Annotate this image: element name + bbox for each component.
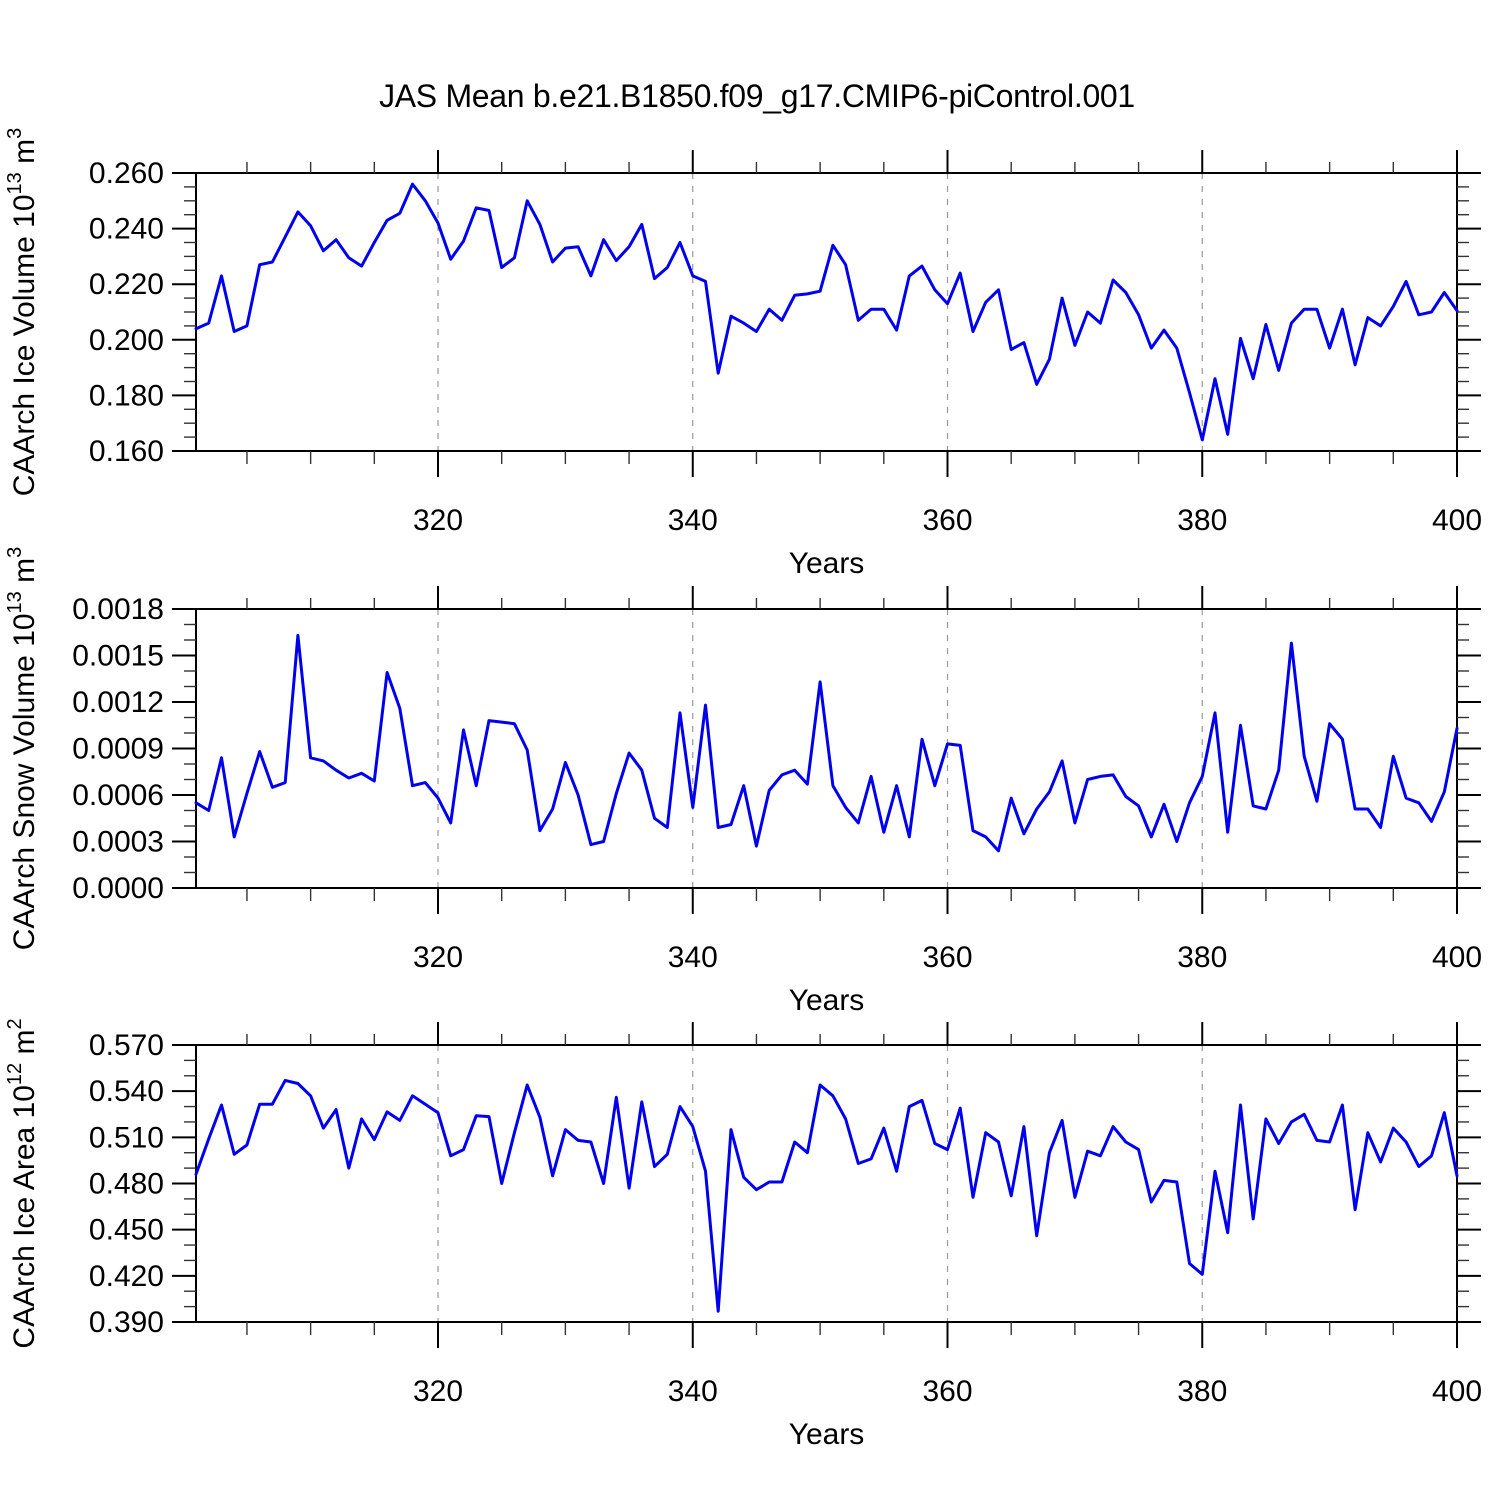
- svg-text:0.0000: 0.0000: [72, 872, 164, 905]
- svg-text:340: 340: [668, 941, 718, 974]
- svg-text:0.480: 0.480: [89, 1168, 164, 1201]
- ice-area-ylabel: CAArch Ice Area 1012 m2: [4, 1018, 41, 1348]
- x-axis: 320 340 360 380 400 Years: [246, 586, 1482, 1017]
- svg-text:0.0003: 0.0003: [72, 826, 164, 859]
- ice-area-line: [194, 1078, 1459, 1313]
- svg-text:0.420: 0.420: [89, 1260, 164, 1293]
- x-axis: 320 340 360 380 400 Years: [246, 1022, 1482, 1451]
- svg-text:340: 340: [668, 1375, 718, 1408]
- ice-volume-ylabel: CAArch Ice Volume 1013 m3: [4, 128, 41, 497]
- svg-text:0.570: 0.570: [89, 1029, 164, 1062]
- svg-text:380: 380: [1177, 504, 1227, 537]
- svg-text:360: 360: [922, 1375, 972, 1408]
- svg-text:360: 360: [922, 504, 972, 537]
- plot-frame: [195, 1044, 1458, 1323]
- chart-title: JAS Mean b.e21.B1850.f09_g17.CMIP6-piCon…: [379, 78, 1135, 114]
- y-axis: 0.160 0.180 0.200 0.220 0.240 0.260: [89, 157, 1481, 468]
- svg-text:0.510: 0.510: [89, 1121, 164, 1154]
- svg-text:0.260: 0.260: [89, 157, 164, 190]
- svg-text:0.180: 0.180: [89, 379, 164, 412]
- svg-text:0.160: 0.160: [89, 435, 164, 468]
- svg-text:340: 340: [668, 504, 718, 537]
- svg-text:Years: Years: [789, 984, 865, 1017]
- svg-text:0.240: 0.240: [89, 213, 164, 246]
- svg-text:0.200: 0.200: [89, 324, 164, 357]
- ice-volume-line: [194, 182, 1459, 442]
- svg-text:0.0006: 0.0006: [72, 779, 164, 812]
- svg-text:0.390: 0.390: [89, 1306, 164, 1339]
- svg-text:0.450: 0.450: [89, 1214, 164, 1247]
- svg-text:0.220: 0.220: [89, 268, 164, 301]
- svg-text:0.0018: 0.0018: [72, 593, 164, 626]
- svg-text:400: 400: [1432, 941, 1482, 974]
- y-axis: 0.0000 0.0003 0.0006 0.0009 0.0012 0.0015 0.00…: [72, 593, 1481, 905]
- snow-volume-panel: 320 340 360 380 400Years0.00000.00030.00060.…: [4, 547, 1482, 1017]
- svg-text:360: 360: [922, 941, 972, 974]
- ice-volume-panel: 320 340 360 380 400 Years 0.160 0.180 0.200 0.220…: [4, 128, 1482, 580]
- svg-text:0.0009: 0.0009: [72, 733, 164, 766]
- svg-text:320: 320: [413, 941, 463, 974]
- plot-frame: [195, 608, 1458, 889]
- gridlines: [437, 609, 1203, 888]
- svg-text:380: 380: [1177, 941, 1227, 974]
- svg-text:0.0015: 0.0015: [72, 640, 164, 673]
- svg-text:400: 400: [1432, 1375, 1482, 1408]
- svg-text:400: 400: [1432, 504, 1482, 537]
- svg-text:380: 380: [1177, 1375, 1227, 1408]
- x-axis: 320 340 360 380 400 Years: [246, 150, 1482, 580]
- snow-volume-ylabel: CAArch Snow Volume 1013 m3: [4, 547, 41, 951]
- svg-text:0.540: 0.540: [89, 1075, 164, 1108]
- snow-volume-line: [194, 633, 1459, 853]
- plot-frame: [195, 172, 1458, 452]
- svg-text:320: 320: [413, 1375, 463, 1408]
- svg-text:320: 320: [413, 504, 463, 537]
- y-axis: 0.390 0.420 0.450 0.480 0.510 0.540 0.570: [89, 1029, 1481, 1339]
- svg-text:Years: Years: [789, 1418, 865, 1451]
- svg-text:Years: Years: [789, 547, 865, 580]
- svg-text:0.0012: 0.0012: [72, 686, 164, 719]
- ice-area-panel: 320 340 360 380 400 Years 0.390 0.420 0.450 0.480…: [4, 1018, 1482, 1451]
